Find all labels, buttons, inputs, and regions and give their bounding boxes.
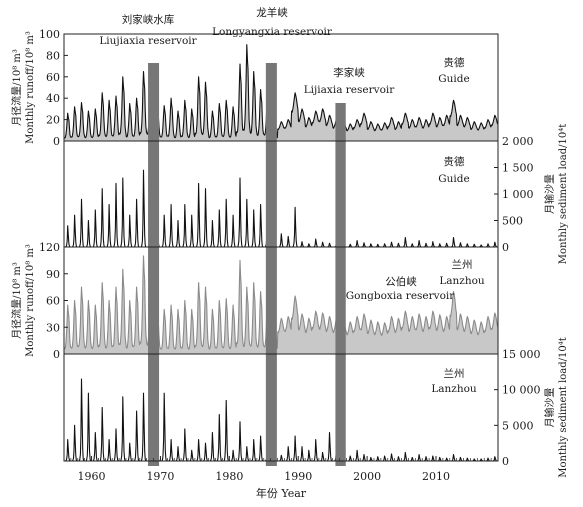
x-axis-label: 年份 Year xyxy=(256,486,307,500)
y-tick-label-guide_runoff: 20 xyxy=(46,114,60,127)
y-tick-label-guide_runoff: 100 xyxy=(39,28,60,41)
series-line-lanzhou_sediment xyxy=(64,378,498,462)
y-tick-label-lanzhou_runoff: 90 xyxy=(46,268,60,281)
x-tick-label: 1970 xyxy=(146,470,174,483)
y-tick-label-lanzhou_runoff: 120 xyxy=(39,241,60,254)
reservoir-label-en-1: Liujiaxia reservoir xyxy=(99,35,197,47)
reservoir-label-cn-1: 刘家峡水库 xyxy=(122,13,175,26)
station-label-cn-lanzhou_runoff: 兰州 xyxy=(452,258,473,271)
y-tick-label-lanzhou_runoff: 0 xyxy=(53,348,60,361)
y-tick-label-guide_sediment: 500 xyxy=(502,215,523,228)
reservoir-bar-3 xyxy=(335,103,346,466)
gongboxia-label-en: Gongboxia reservoir xyxy=(346,290,456,302)
x-tick-label: 2000 xyxy=(353,470,381,483)
series-line-lanzhou_runoff xyxy=(63,255,499,351)
y-tick-label-guide_runoff: 40 xyxy=(46,92,60,105)
x-tick-label: 1960 xyxy=(78,470,106,483)
reservoir-label-en-2: Longyangxia reservoir xyxy=(212,26,333,38)
x-tick-label: 1990 xyxy=(284,470,312,483)
y-tick-label-guide_sediment: 1 000 xyxy=(502,188,534,201)
y-tick-label-guide_sediment: 1 500 xyxy=(502,162,534,175)
reservoir-label-en-3: Lijiaxia reservoir xyxy=(304,84,396,96)
panel-guide_runoff: 0 20 40 60 80 100 月径流量/10⁸ m³ Monthly runoff/10… xyxy=(10,28,499,148)
y-axis-label-cn-guide_sediment: 月输沙量 xyxy=(543,174,556,214)
series-line-guide_runoff xyxy=(64,44,499,139)
y-tick-label-lanzhou_sediment: 5 000 xyxy=(502,419,534,432)
station-label-en-guide_runoff: Guide xyxy=(438,73,469,85)
y-axis-label-en-guide_runoff: Monthly runoff/10⁸ m³ xyxy=(25,31,36,144)
y-axis-label-cn-guide_runoff: 月径流量/10⁸ m³ xyxy=(10,49,23,126)
y-tick-label-guide_runoff: 80 xyxy=(46,49,60,62)
y-axis-label-cn-lanzhou_sediment: 月输沙量 xyxy=(543,388,556,428)
y-tick-label-lanzhou_sediment: 0 xyxy=(502,455,509,468)
station-label-cn-guide_runoff: 贵德 xyxy=(444,56,465,69)
station-label-en-guide_sediment: Guide xyxy=(438,173,469,185)
gongboxia-label-cn: 公伯峡 xyxy=(385,275,417,288)
y-axis-label-en-lanzhou_sediment: Monthly sediment load/10⁴t xyxy=(558,337,569,478)
reservoir-label-cn-3: 李家峡 xyxy=(333,66,365,79)
y-tick-label-guide_sediment: 0 xyxy=(502,241,509,254)
reservoir-label-cn-2: 龙羊峡 xyxy=(256,6,288,19)
station-label-en-lanzhou_runoff: Lanzhou xyxy=(439,275,485,287)
y-tick-label-lanzhou_sediment: 15 000 xyxy=(502,348,541,361)
panel-lanzhou_runoff: 0 30 60 90 120 月径流量/10⁸ m³ Monthly runoff/10⁸ … xyxy=(10,241,499,361)
y-axis-label-cn-lanzhou_runoff: 月径流量/10⁸ m³ xyxy=(10,262,23,339)
y-tick-label-lanzhou_runoff: 30 xyxy=(46,321,60,334)
series-area-guide_runoff xyxy=(64,44,498,142)
y-tick-label-lanzhou_runoff: 60 xyxy=(46,295,60,308)
station-label-en-lanzhou_sediment: Lanzhou xyxy=(431,383,477,395)
y-tick-label-lanzhou_sediment: 10 000 xyxy=(502,384,541,397)
y-tick-label-guide_runoff: 0 xyxy=(53,135,60,148)
y-axis-label-en-guide_sediment: Monthly sediment load/10⁴t xyxy=(558,124,569,265)
station-label-cn-lanzhou_sediment: 兰州 xyxy=(444,367,465,380)
panel-lanzhou_sediment: 0 5 000 10 000 15 000 月输沙量 Monthly sediment l… xyxy=(64,337,569,478)
x-tick-label: 2010 xyxy=(422,470,450,483)
reservoir-bar-2 xyxy=(265,63,277,466)
y-axis-label-en-lanzhou_runoff: Monthly runoff/10⁸ m³ xyxy=(25,244,36,357)
y-tick-label-guide_sediment: 2 000 xyxy=(502,135,534,148)
series-line-guide_sediment xyxy=(64,169,498,248)
y-tick-label-guide_runoff: 60 xyxy=(46,71,60,84)
reservoir-bar-1 xyxy=(148,63,160,466)
panel-guide_sediment: 0 500 1 000 1 500 2 000 月输沙量 Monthly sediment … xyxy=(64,124,569,265)
x-tick-label: 1980 xyxy=(215,470,243,483)
station-label-cn-guide_sediment: 贵德 xyxy=(444,155,465,168)
